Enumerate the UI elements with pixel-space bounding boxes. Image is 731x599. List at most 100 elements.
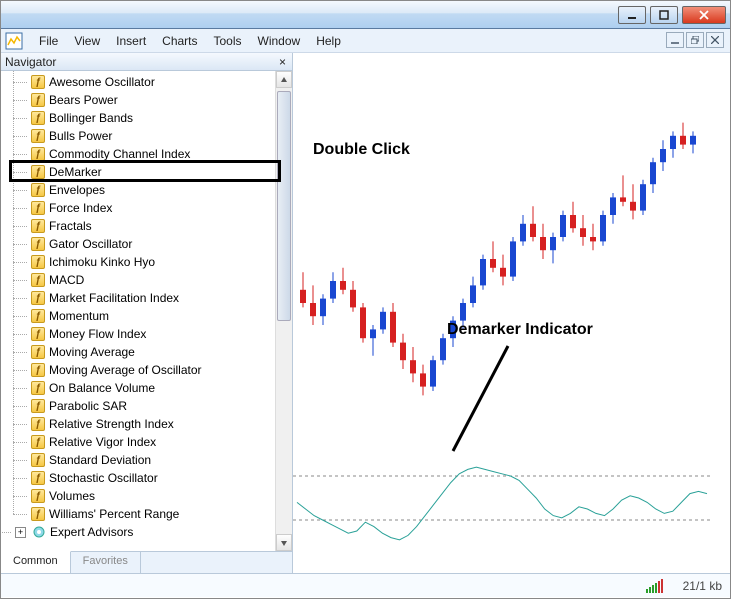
annotation-pointer-line (443, 341, 523, 461)
indicator-label: Momentum (49, 309, 109, 323)
menu-insert[interactable]: Insert (108, 31, 154, 51)
indicator-label: MACD (49, 273, 84, 287)
indicator-icon (31, 489, 45, 503)
expand-icon[interactable]: + (15, 527, 26, 538)
chart-area[interactable]: Double Click Demarker Indicator (293, 53, 730, 573)
mdi-restore-button[interactable] (686, 32, 704, 48)
indicator-icon (31, 255, 45, 269)
indicator-icon (31, 201, 45, 215)
indicator-item[interactable]: Momentum (31, 307, 292, 325)
scroll-up-button[interactable] (276, 71, 292, 88)
indicator-item[interactable]: Stochastic Oscillator (31, 469, 292, 487)
indicator-item[interactable]: Awesome Oscillator (31, 73, 292, 91)
indicator-icon (31, 291, 45, 305)
scroll-thumb[interactable] (277, 91, 291, 321)
menu-tools[interactable]: Tools (206, 31, 250, 51)
indicator-item[interactable]: Envelopes (31, 181, 292, 199)
indicator-label: Market Facilitation Index (49, 291, 179, 305)
menu-help[interactable]: Help (308, 31, 349, 51)
indicator-item[interactable]: Moving Average of Oscillator (31, 361, 292, 379)
indicator-label: Standard Deviation (49, 453, 151, 467)
window-maximize-button[interactable] (650, 6, 678, 24)
expert-advisors-item[interactable]: + Expert Advisors (15, 523, 292, 541)
indicator-item[interactable]: Ichimoku Kinko Hyo (31, 253, 292, 271)
annotation-double-click: Double Click (313, 141, 410, 159)
navigator-title-label: Navigator (5, 55, 56, 69)
indicator-item[interactable]: Fractals (31, 217, 292, 235)
mdi-close-button[interactable] (706, 32, 724, 48)
indicator-item[interactable]: Bollinger Bands (31, 109, 292, 127)
tab-common[interactable]: Common (1, 551, 71, 573)
menu-charts[interactable]: Charts (154, 31, 205, 51)
indicator-label: Moving Average (49, 345, 135, 359)
indicator-item[interactable]: MACD (31, 271, 292, 289)
indicator-item[interactable]: Bears Power (31, 91, 292, 109)
indicator-item[interactable]: Volumes (31, 487, 292, 505)
statusbar: 21/1 kb (1, 573, 730, 597)
app-icon (5, 32, 23, 50)
indicator-label: Awesome Oscillator (49, 75, 155, 89)
indicator-item[interactable]: DeMarker (31, 163, 292, 181)
indicator-icon (31, 273, 45, 287)
indicator-icon (31, 309, 45, 323)
window-minimize-button[interactable] (618, 6, 646, 24)
indicator-label: Relative Vigor Index (49, 435, 156, 449)
indicator-item[interactable]: Standard Deviation (31, 451, 292, 469)
indicator-item[interactable]: Force Index (31, 199, 292, 217)
indicator-label: Bears Power (49, 93, 118, 107)
indicator-label: Gator Oscillator (49, 237, 132, 251)
tab-favorites[interactable]: Favorites (71, 552, 141, 573)
indicator-icon (31, 471, 45, 485)
connection-status: 21/1 kb (683, 579, 722, 593)
chart-canvas (293, 53, 730, 573)
navigator-title: Navigator × (1, 53, 292, 71)
menu-file[interactable]: File (31, 31, 66, 51)
window-titlebar (1, 1, 730, 29)
indicator-icon (31, 363, 45, 377)
indicator-tree: Awesome Oscillator Bears Power Bollinger B… (1, 71, 292, 543)
indicator-item[interactable]: Market Facilitation Index (31, 289, 292, 307)
indicator-icon (31, 75, 45, 89)
indicator-icon (31, 453, 45, 467)
menu-window[interactable]: Window (250, 31, 309, 51)
indicator-label: Moving Average of Oscillator (49, 363, 202, 377)
navigator-tabs: Common Favorites (1, 551, 292, 573)
indicator-icon (31, 381, 45, 395)
indicator-item[interactable]: Moving Average (31, 343, 292, 361)
menu-view[interactable]: View (66, 31, 108, 51)
indicator-icon (31, 435, 45, 449)
navigator-close-button[interactable]: × (277, 57, 288, 67)
navigator-scrollbar[interactable] (275, 71, 292, 551)
indicator-icon (31, 237, 45, 251)
indicator-item[interactable]: Relative Strength Index (31, 415, 292, 433)
indicator-label: Envelopes (49, 183, 105, 197)
indicator-item[interactable]: Relative Vigor Index (31, 433, 292, 451)
indicator-item[interactable]: Williams' Percent Range (31, 505, 292, 523)
indicator-label: Bollinger Bands (49, 111, 133, 125)
indicator-item[interactable]: On Balance Volume (31, 379, 292, 397)
navigator-panel: Navigator × Awesome Oscillator Bears Powe… (1, 53, 293, 573)
indicator-label: Parabolic SAR (49, 399, 127, 413)
indicator-item[interactable]: Gator Oscillator (31, 235, 292, 253)
indicator-label: Stochastic Oscillator (49, 471, 158, 485)
connection-bars-icon (646, 579, 663, 593)
indicator-label: Volumes (49, 489, 95, 503)
indicator-item[interactable]: Money Flow Index (31, 325, 292, 343)
annotation-demarker-label: Demarker Indicator (447, 321, 593, 339)
indicator-label: Fractals (49, 219, 92, 233)
mdi-minimize-button[interactable] (666, 32, 684, 48)
indicator-item[interactable]: Parabolic SAR (31, 397, 292, 415)
expert-advisors-icon (32, 525, 46, 539)
indicator-icon (31, 327, 45, 341)
indicator-item[interactable]: Bulls Power (31, 127, 292, 145)
window-close-button[interactable] (682, 6, 726, 24)
expert-advisors-label: Expert Advisors (50, 525, 133, 539)
scroll-down-button[interactable] (276, 534, 292, 551)
indicator-icon (31, 345, 45, 359)
indicator-icon (31, 111, 45, 125)
indicator-label: DeMarker (49, 165, 102, 179)
indicator-icon (31, 399, 45, 413)
indicator-icon (31, 129, 45, 143)
indicator-label: Williams' Percent Range (49, 507, 179, 521)
indicator-item[interactable]: Commodity Channel Index (31, 145, 292, 163)
